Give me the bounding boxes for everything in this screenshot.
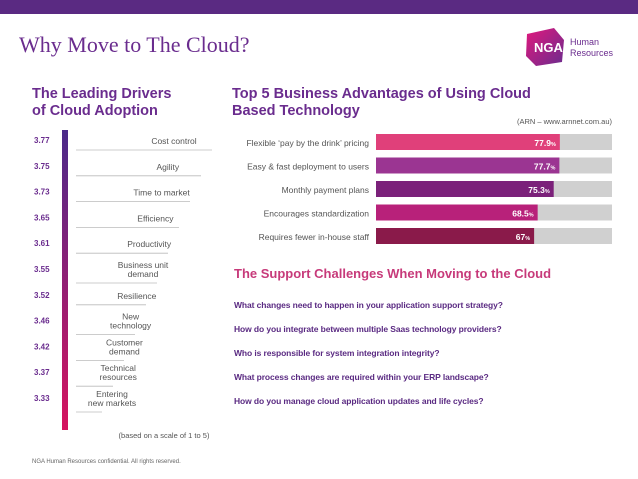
driver-label: demand — [128, 269, 159, 279]
question-item: How do you manage cloud application upda… — [234, 396, 484, 406]
driver-score: 3.75 — [34, 162, 50, 171]
driver-score: 3.42 — [34, 342, 50, 351]
advantage-value: 68.5% — [512, 209, 534, 219]
question-item: How do you integrate between multiple Sa… — [234, 324, 502, 334]
score-scale-bar — [62, 130, 68, 430]
driver-label: Efficiency — [137, 213, 174, 223]
driver-score: 3.46 — [34, 317, 50, 326]
question-item: Who is responsible for system integratio… — [234, 348, 440, 358]
driver-label: Resilience — [117, 291, 156, 301]
support-challenges-panel: The Support Challenges When Moving to th… — [226, 256, 618, 421]
drivers-title: of Cloud Adoption — [32, 103, 158, 119]
driver-score: 3.55 — [34, 265, 50, 274]
question-item: What process changes are required within… — [234, 372, 489, 382]
advantages-title: Top 5 Business Advantages of Using Cloud — [232, 86, 531, 102]
advantage-label: Flexible ‘pay by the drink’ pricing — [246, 138, 369, 148]
driver-label: Entering — [96, 389, 128, 399]
advantage-value: 77.7% — [534, 162, 556, 172]
driver-label: Customer — [106, 337, 143, 347]
logo-mark-icon — [526, 28, 564, 66]
driver-label: Cost control — [151, 136, 196, 146]
driver-label: resources — [100, 372, 137, 382]
nga-logo: NGA Human Resources — [524, 24, 624, 72]
support-title: The Support Challenges When Moving to th… — [234, 266, 552, 281]
scale-note: (based on a scale of 1 to 5) — [119, 431, 210, 440]
advantage-bar — [376, 204, 538, 221]
driver-label: Productivity — [127, 239, 172, 249]
question-item: What changes need to happen in your appl… — [234, 300, 503, 310]
driver-label: demand — [109, 346, 140, 356]
advantage-bar — [376, 157, 560, 174]
source-note: (ARN – www.arnnet.com.au) — [517, 117, 613, 126]
logo-main-text: NGA — [534, 40, 563, 55]
drivers-title: The Leading Drivers — [32, 86, 171, 102]
advantages-chart: Top 5 Business Advantages of Using Cloud… — [232, 86, 613, 244]
slide-title: Why Move to The Cloud? — [19, 32, 250, 57]
advantages-title: Based Technology — [232, 103, 360, 119]
driver-label: new markets — [88, 398, 136, 408]
advantage-value: 77.9% — [534, 138, 556, 148]
logo-line-2: Resources — [570, 48, 614, 58]
driver-label: New — [122, 312, 140, 322]
top-bar — [0, 0, 638, 14]
advantage-label: Easy & fast deployment to users — [247, 162, 369, 172]
advantage-value: 75.3% — [528, 185, 550, 195]
footer-text: NGA Human Resources confidential. All ri… — [32, 459, 181, 465]
driver-score: 3.73 — [34, 188, 50, 197]
advantage-label: Monthly payment plans — [282, 185, 369, 195]
driver-label: technology — [110, 321, 152, 331]
driver-score: 3.61 — [34, 239, 50, 248]
driver-score: 3.77 — [34, 136, 50, 145]
driver-score: 3.65 — [34, 213, 50, 222]
driver-label: Business unit — [118, 260, 169, 270]
advantage-value: 67% — [516, 232, 530, 242]
advantage-label: Requires fewer in-house staff — [259, 232, 370, 242]
driver-label: Technical — [100, 363, 136, 373]
driver-label: Time to market — [133, 188, 190, 198]
advantage-label: Encourages standardization — [264, 209, 370, 219]
driver-score: 3.52 — [34, 291, 50, 300]
driver-label: Agility — [156, 162, 179, 172]
advantage-bar — [376, 181, 554, 197]
driver-score: 3.33 — [34, 394, 50, 403]
advantage-bar — [376, 228, 535, 244]
driver-score: 3.37 — [34, 368, 50, 377]
logo-line-1: Human — [570, 37, 600, 47]
advantage-bar — [376, 134, 560, 150]
